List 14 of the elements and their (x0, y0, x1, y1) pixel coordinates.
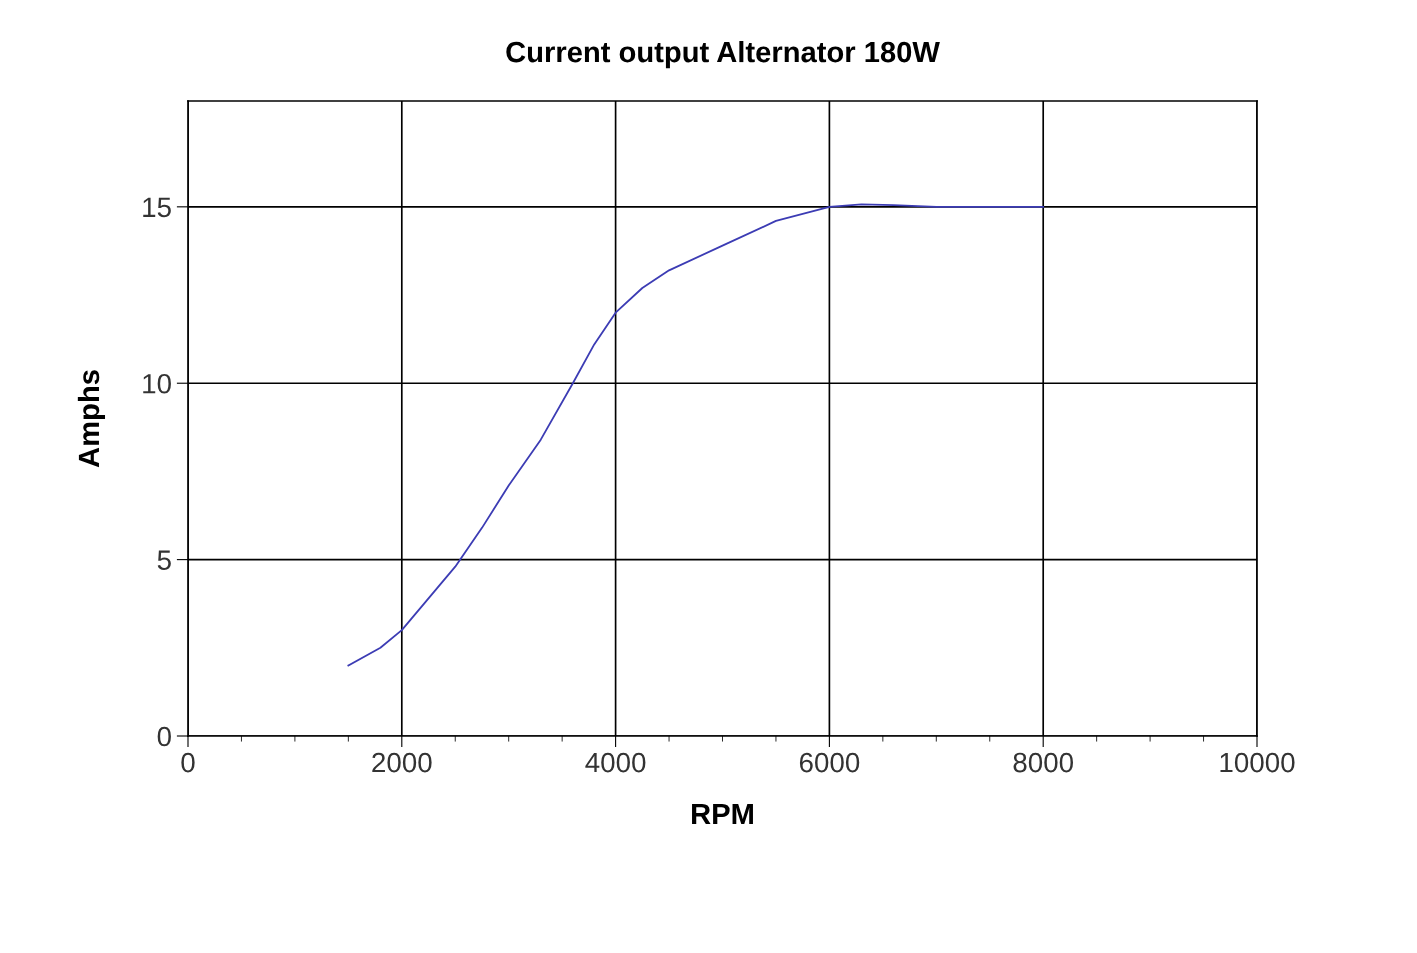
y-tick-label: 5 (157, 550, 171, 570)
x-tick-label: 6000 (799, 752, 860, 773)
x-tick-label: 4000 (585, 752, 646, 773)
y-tick-label: 15 (143, 197, 171, 218)
y-axis-title: Amphs (77, 370, 106, 468)
x-tick-label: 2000 (372, 752, 432, 773)
chart-title: Current output Alternator 180W (506, 40, 940, 69)
line-series (347, 203, 1045, 667)
y-tick-label: 0 (157, 726, 171, 747)
x-tick-label: 10000 (1220, 752, 1295, 773)
x-tick-label: 8000 (1013, 752, 1074, 773)
y-tick-label: 10 (143, 373, 171, 394)
x-tick-label: 0 (181, 752, 195, 773)
x-axis-title: RPM (692, 803, 753, 824)
